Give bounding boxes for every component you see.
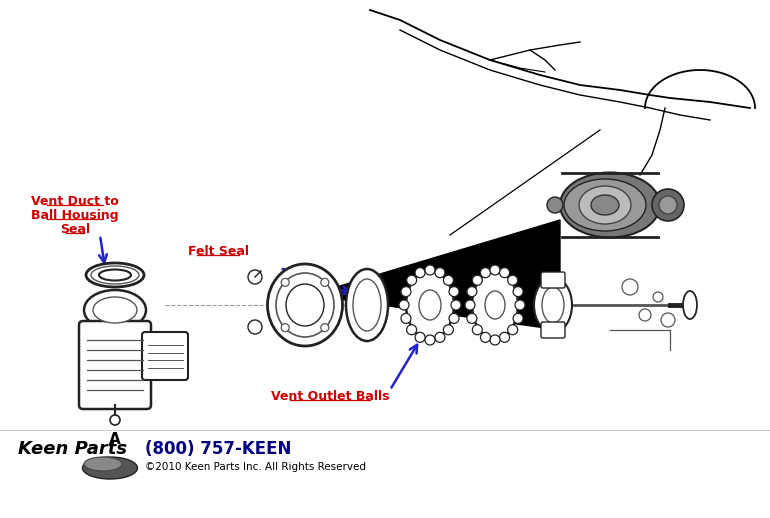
Circle shape [513,286,523,297]
Circle shape [444,325,454,335]
Ellipse shape [353,279,381,331]
FancyBboxPatch shape [541,272,565,288]
Text: (800) 757-KEEN: (800) 757-KEEN [145,440,291,458]
Ellipse shape [542,287,564,323]
Circle shape [435,333,445,342]
Circle shape [449,286,459,297]
Circle shape [449,313,459,323]
Circle shape [659,196,677,214]
Polygon shape [310,220,560,330]
Circle shape [110,415,120,425]
Circle shape [513,313,523,323]
Circle shape [661,313,675,327]
Circle shape [500,333,510,342]
Circle shape [444,275,454,285]
Ellipse shape [86,263,144,287]
Circle shape [321,278,329,286]
Circle shape [415,333,425,342]
Circle shape [467,286,477,297]
Circle shape [401,313,411,323]
Circle shape [639,309,651,321]
Circle shape [490,335,500,345]
Text: Felt Seal: Felt Seal [188,245,249,258]
Circle shape [472,325,482,335]
Text: Vent Outlet Balls: Vent Outlet Balls [271,390,390,403]
FancyBboxPatch shape [142,332,188,380]
Circle shape [401,286,411,297]
Circle shape [407,325,417,335]
Ellipse shape [534,278,572,333]
Ellipse shape [591,195,619,215]
Ellipse shape [267,264,343,346]
Text: Vent Duct to: Vent Duct to [31,195,119,208]
Ellipse shape [406,271,454,339]
Ellipse shape [99,269,131,281]
Circle shape [480,333,490,342]
Circle shape [425,265,435,275]
Ellipse shape [84,290,146,330]
Circle shape [500,268,510,278]
Circle shape [451,300,461,310]
Ellipse shape [82,457,138,479]
Ellipse shape [91,266,139,284]
Ellipse shape [286,284,324,326]
Ellipse shape [346,269,388,341]
Circle shape [281,324,290,332]
Text: Seal: Seal [60,223,90,236]
Ellipse shape [93,297,137,323]
Circle shape [490,265,500,275]
Ellipse shape [485,291,505,319]
Circle shape [248,320,262,334]
Text: A: A [109,433,121,448]
Ellipse shape [564,179,646,231]
Ellipse shape [472,271,518,339]
Circle shape [507,325,517,335]
Circle shape [507,275,517,285]
Circle shape [653,292,663,302]
Circle shape [248,270,262,284]
FancyBboxPatch shape [79,321,151,409]
Circle shape [465,300,475,310]
Text: Keen Parts: Keen Parts [18,440,127,458]
Circle shape [407,275,417,285]
Circle shape [515,300,525,310]
Circle shape [480,268,490,278]
Circle shape [415,268,425,278]
Circle shape [399,300,409,310]
Circle shape [472,275,482,285]
Circle shape [547,197,563,213]
Text: Ball Housing: Ball Housing [32,209,119,222]
Ellipse shape [84,457,122,471]
Text: ©2010 Keen Parts Inc. All Rights Reserved: ©2010 Keen Parts Inc. All Rights Reserve… [145,462,366,472]
Circle shape [467,313,477,323]
Ellipse shape [419,290,441,320]
Ellipse shape [579,186,631,224]
Circle shape [321,324,329,332]
Circle shape [652,189,684,221]
Circle shape [622,279,638,295]
Ellipse shape [560,172,660,237]
Circle shape [425,335,435,345]
Circle shape [281,278,290,286]
Ellipse shape [683,291,697,319]
Circle shape [435,268,445,278]
FancyBboxPatch shape [541,322,565,338]
Ellipse shape [276,273,334,337]
